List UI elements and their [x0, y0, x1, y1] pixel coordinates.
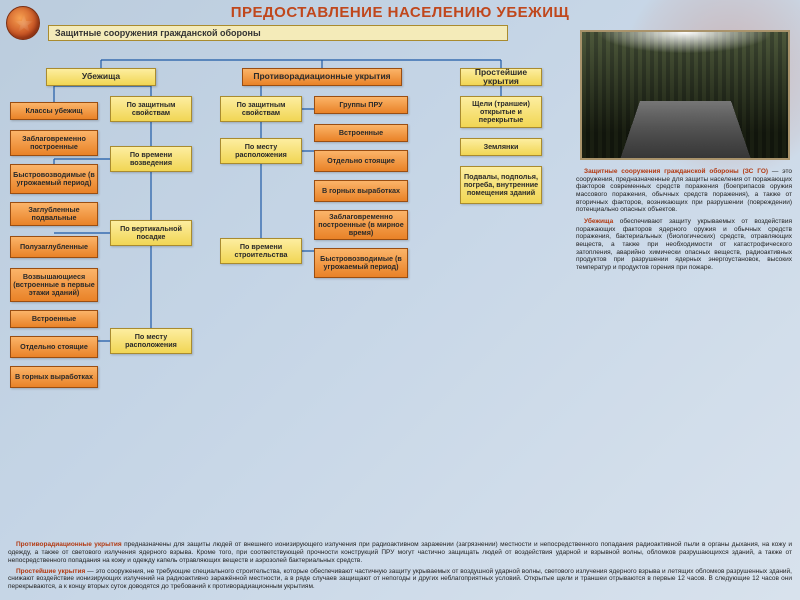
low-body-1: предназначены для защиты людей от внешне…	[8, 541, 792, 564]
chart-node: В горных выработках	[314, 180, 408, 202]
chart-node: Быстровозводимые (в угрожаемый период)	[314, 248, 408, 278]
low-body-2: — это сооружения, не требующие специальн…	[8, 568, 792, 591]
chart-node: Землянки	[460, 138, 542, 156]
chart-node: Группы ПРУ	[314, 96, 408, 114]
classification-chart: Убежища Противорадиационные укрытия Просте…	[6, 46, 566, 466]
chart-node: По времени строительства	[220, 238, 302, 264]
chart-node: Отдельно стоящие	[314, 150, 408, 172]
chart-node: Полузаглубленные	[10, 236, 98, 258]
chart-node: По защитным свойствам	[110, 96, 192, 122]
rhs-body-2: обеспечивают защиту укрываемых от воздей…	[576, 218, 792, 271]
chart-header: Противорадиационные укрытия	[242, 68, 402, 86]
chart-node: Заглубленные подвальные	[10, 202, 98, 226]
chart-node: В горных выработках	[10, 366, 98, 388]
chart-node: Щели (траншеи) открытые и перекрытые	[460, 96, 542, 128]
chart-node: Подвалы, подполья, погреба, внутренние п…	[460, 166, 542, 204]
rhs-lead-2: Убежища	[584, 218, 613, 225]
rhs-lead-1: Защитные сооружения гражданской обороны …	[584, 168, 768, 175]
chart-node: По вертикальной посадке	[110, 220, 192, 246]
chart-node: Отдельно стоящие	[10, 336, 98, 358]
lower-paragraphs: Противорадиационные укрытия предназначен…	[8, 541, 792, 594]
low-lead-1: Противорадиационные укрытия	[16, 541, 122, 548]
chart-node: По месту расположения	[110, 328, 192, 354]
chart-header: Убежища	[46, 68, 156, 86]
chart-header: Простейшие укрытия	[460, 68, 542, 86]
rhs-body-1: — это сооружения, предназначенные для за…	[576, 168, 792, 213]
chart-node: Заблаговременно построенные (в мирное вр…	[314, 210, 408, 240]
low-lead-2: Простейшие укрытия	[16, 568, 85, 575]
chart-node: Классы убежищ	[10, 102, 98, 120]
subtitle: Защитные сооружения гражданской обороны	[48, 25, 508, 41]
chart-node: Возвышающиеся (встроенные в первые этажи…	[10, 268, 98, 302]
chart-node: По месту расположения	[220, 138, 302, 164]
chart-node: Встроенные	[10, 310, 98, 328]
chart-node: Встроенные	[314, 124, 408, 142]
chart-node: По защитным свойствам	[220, 96, 302, 122]
chart-node: По времени возведения	[110, 146, 192, 172]
emblem-icon	[6, 6, 40, 40]
right-paragraphs: Защитные сооружения гражданской обороны …	[576, 168, 792, 276]
chart-node: Быстровозводимые (в угрожаемый период)	[10, 164, 98, 194]
chart-node: Заблаговременно построенные	[10, 130, 98, 156]
page-title: ПРЕДОСТАВЛЕНИЕ НАСЕЛЕНИЮ УБЕЖИЩ	[0, 0, 800, 21]
shelter-photo	[580, 30, 790, 160]
